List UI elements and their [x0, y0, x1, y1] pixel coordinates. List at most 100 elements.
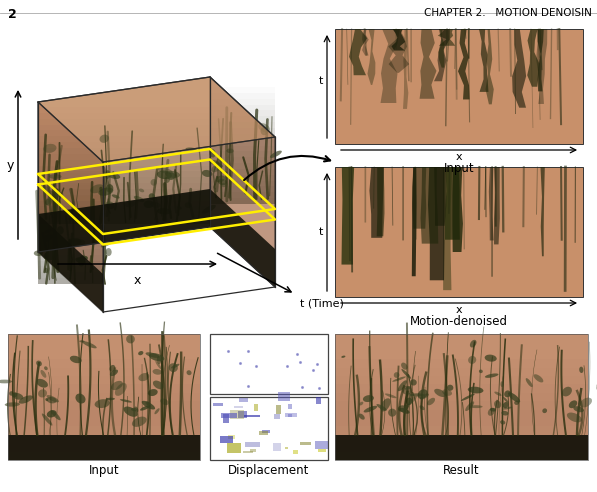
Ellipse shape	[447, 385, 453, 391]
Ellipse shape	[75, 257, 85, 264]
Ellipse shape	[81, 255, 88, 260]
Bar	[335, 368, 588, 376]
Bar	[38, 136, 210, 142]
Ellipse shape	[218, 179, 227, 185]
Polygon shape	[420, 29, 436, 99]
Polygon shape	[380, 29, 399, 103]
Bar	[38, 113, 210, 119]
Ellipse shape	[399, 408, 410, 414]
Ellipse shape	[51, 410, 61, 420]
Ellipse shape	[57, 226, 64, 235]
Ellipse shape	[149, 193, 155, 200]
Bar	[38, 201, 210, 207]
Ellipse shape	[70, 356, 82, 363]
Ellipse shape	[36, 361, 42, 366]
Bar	[38, 231, 103, 237]
Bar	[288, 414, 291, 417]
Ellipse shape	[434, 389, 446, 397]
Bar	[335, 435, 588, 443]
Ellipse shape	[9, 391, 14, 396]
Ellipse shape	[385, 394, 396, 398]
Ellipse shape	[468, 387, 484, 394]
Ellipse shape	[131, 408, 137, 411]
Ellipse shape	[442, 389, 452, 396]
Ellipse shape	[124, 406, 137, 417]
Bar	[8, 334, 200, 460]
Bar	[234, 405, 244, 408]
Bar	[8, 435, 200, 443]
Text: x: x	[456, 152, 462, 162]
Ellipse shape	[38, 389, 47, 398]
Ellipse shape	[569, 400, 577, 408]
Polygon shape	[428, 167, 445, 280]
Text: t: t	[319, 76, 323, 86]
Ellipse shape	[500, 420, 505, 425]
Bar	[38, 142, 210, 148]
Ellipse shape	[124, 201, 136, 207]
Ellipse shape	[157, 356, 161, 364]
Bar	[335, 167, 583, 297]
Ellipse shape	[157, 171, 172, 179]
Ellipse shape	[165, 171, 180, 178]
Bar	[38, 107, 210, 113]
Polygon shape	[403, 29, 408, 109]
Bar	[8, 334, 200, 460]
Ellipse shape	[388, 409, 396, 417]
Ellipse shape	[150, 202, 161, 208]
Bar	[38, 213, 210, 218]
Bar	[38, 167, 103, 173]
Bar	[8, 368, 200, 376]
Ellipse shape	[503, 407, 512, 409]
Ellipse shape	[215, 162, 223, 167]
Polygon shape	[540, 167, 545, 256]
Polygon shape	[210, 77, 275, 287]
Bar	[318, 449, 326, 452]
Ellipse shape	[514, 400, 519, 405]
Bar	[8, 393, 200, 401]
Ellipse shape	[100, 134, 109, 143]
Ellipse shape	[90, 184, 104, 193]
Bar	[335, 452, 588, 460]
Polygon shape	[485, 29, 494, 104]
Ellipse shape	[126, 335, 135, 343]
Bar	[8, 401, 200, 410]
Bar	[38, 184, 103, 190]
Ellipse shape	[139, 373, 149, 381]
Bar	[210, 93, 275, 99]
Polygon shape	[443, 167, 452, 290]
Ellipse shape	[465, 401, 474, 411]
Text: 2: 2	[8, 8, 17, 21]
Ellipse shape	[401, 369, 411, 379]
Polygon shape	[445, 167, 460, 240]
Polygon shape	[210, 189, 275, 287]
Ellipse shape	[47, 395, 59, 402]
Polygon shape	[349, 29, 367, 75]
Ellipse shape	[427, 398, 435, 405]
Ellipse shape	[109, 365, 115, 371]
Ellipse shape	[542, 408, 547, 413]
Bar	[210, 140, 275, 146]
Polygon shape	[38, 102, 103, 312]
Ellipse shape	[177, 206, 182, 210]
Ellipse shape	[44, 268, 48, 273]
Bar	[210, 128, 275, 134]
Ellipse shape	[140, 405, 150, 411]
Ellipse shape	[139, 188, 144, 192]
Ellipse shape	[494, 400, 501, 408]
Ellipse shape	[359, 401, 364, 405]
Ellipse shape	[402, 386, 413, 395]
Bar	[239, 398, 248, 402]
Bar	[210, 157, 275, 163]
Ellipse shape	[418, 389, 427, 399]
Ellipse shape	[202, 205, 216, 214]
Bar	[300, 442, 311, 445]
Ellipse shape	[211, 164, 222, 172]
Bar	[210, 186, 275, 192]
Ellipse shape	[101, 240, 114, 247]
Ellipse shape	[562, 387, 572, 397]
Polygon shape	[412, 167, 417, 276]
Bar	[274, 414, 280, 419]
Bar	[335, 418, 588, 427]
Ellipse shape	[44, 236, 51, 242]
Ellipse shape	[42, 186, 49, 193]
